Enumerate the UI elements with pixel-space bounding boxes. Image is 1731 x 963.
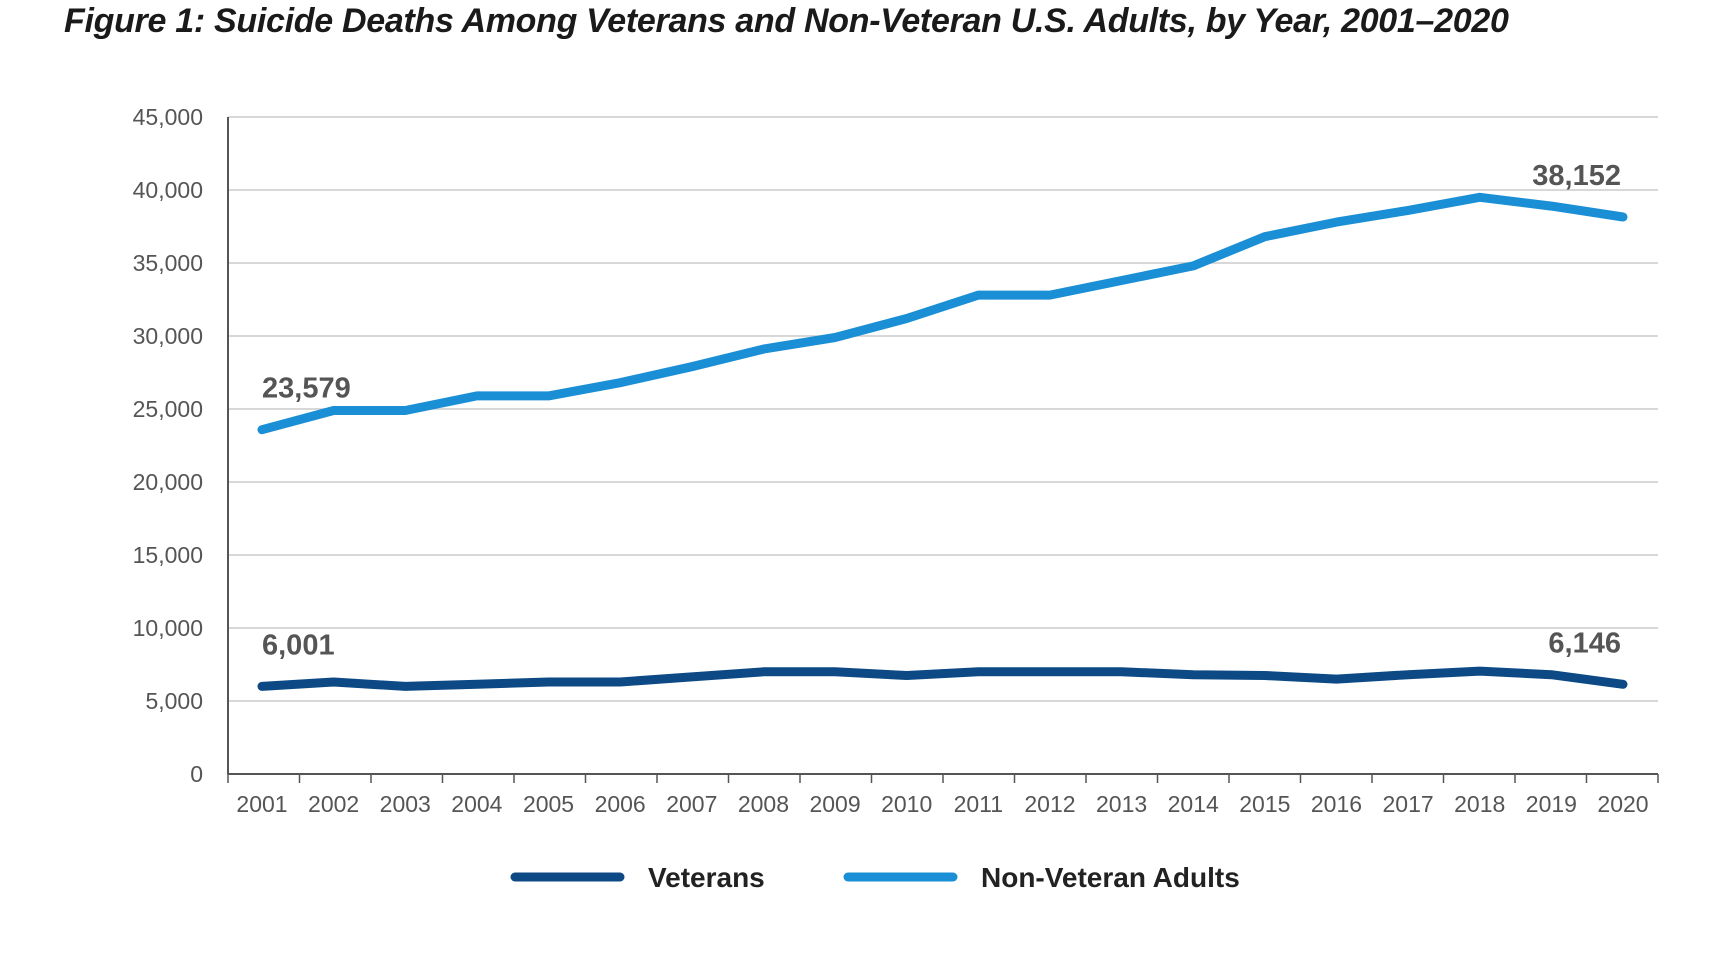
y-tick-label: 45,000 [133,104,203,130]
x-tick-label: 2016 [1311,791,1362,817]
y-tick-label: 15,000 [133,542,203,568]
x-tick-label: 2008 [738,791,789,817]
y-tick-label: 0 [190,761,203,787]
legend-label: Veterans [648,862,765,893]
y-tick-label: 20,000 [133,469,203,495]
gridlines [228,116,1658,702]
y-tick-label: 40,000 [133,177,203,203]
y-tick-label: 30,000 [133,323,203,349]
x-tick-label: 2001 [236,791,287,817]
x-tick-label: 2013 [1096,791,1147,817]
x-tick-label: 2010 [881,791,932,817]
x-tick-label: 2017 [1383,791,1434,817]
series-lines [257,192,1628,691]
x-tick-label: 2009 [809,791,860,817]
x-tick-label: 2019 [1526,791,1577,817]
x-tick-label: 2004 [451,791,502,817]
y-tick-label: 25,000 [133,396,203,422]
legend: Veterans Non-Veteran Adults [510,862,1240,893]
x-tick-label: 2011 [954,791,1003,817]
x-tick-label: 2012 [1024,791,1075,817]
x-tick-label: 2014 [1168,791,1219,817]
y-axis-ticks: 0 5,000 10,000 15,000 20,000 25,000 30,000 35,0… [133,104,203,787]
series-line-veterans [257,666,1628,691]
y-tick-label: 5,000 [145,688,203,714]
y-tick-label: 10,000 [133,615,203,641]
data-label: 6,146 [1548,627,1621,659]
axes [227,117,1659,783]
data-labels: 23,579 38,152 6,001 6,146 [262,160,1621,661]
x-tick-label: 2018 [1454,791,1505,817]
data-label: 38,152 [1532,160,1621,192]
x-tick-label: 2006 [595,791,646,817]
x-tick-label: 2020 [1597,791,1648,817]
data-label: 6,001 [262,629,335,661]
chart-title: Figure 1: Suicide Deaths Among Veterans … [64,2,1509,40]
x-axis-ticks: 2001 2002 2003 2004 2005 2006 2007 2008 2009 2010… [236,791,1648,817]
y-tick-label: 35,000 [133,250,203,276]
x-tick-label: 2005 [523,791,574,817]
x-tick-label: 2002 [308,791,359,817]
x-tick-label: 2007 [666,791,717,817]
data-label: 23,579 [262,373,351,405]
series-line-non-veteran-adults [257,192,1628,435]
legend-label: Non-Veteran Adults [981,862,1240,893]
x-tick-label: 2015 [1239,791,1290,817]
x-tick-label: 2003 [380,791,431,817]
